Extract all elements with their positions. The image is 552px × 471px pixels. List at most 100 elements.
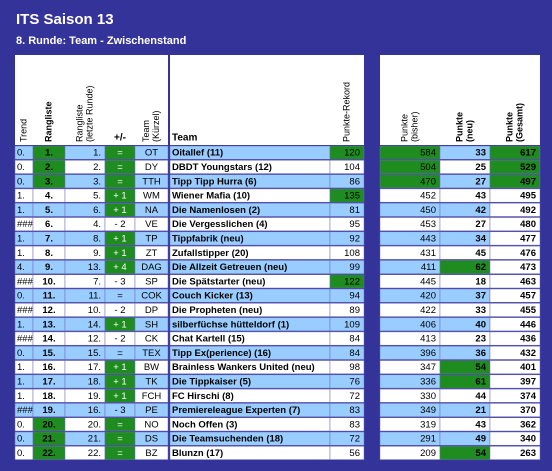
cell-text: 445 [420,276,436,287]
header-cell [330,55,364,145]
cell-text: 2. [93,162,101,173]
cell-text: Noch Offen (3) [172,419,237,430]
cell-text: - 2 [114,219,125,230]
header-cell [170,55,330,145]
cell-text: 84 [349,334,360,345]
cell-text: Die Propheten (neu) [172,305,262,316]
cell-text: 0. [17,419,25,430]
cell-text: 3. [45,176,53,187]
cell [134,303,169,317]
cell-text: 14. [88,319,101,330]
cell [329,331,365,346]
cell-text: = [117,176,123,187]
cell-text: Die Tippkaiser (5) [172,376,251,387]
cell-text: 86 [349,176,360,187]
cell-text: 396 [420,348,436,359]
cell [329,431,365,446]
cell-text: DBDT Youngstars (12) [172,162,272,173]
column-header: Team [141,120,151,142]
cell-text: 36 [475,348,486,359]
column-header: (neu) [464,120,474,142]
cell [134,274,169,289]
column-header: (letzte Runde) [84,85,94,142]
cell-text: 42 [475,205,486,216]
cell-text: = [117,291,123,302]
cell-text: ### [17,334,34,345]
cell-text: 0. [17,148,25,159]
cell [489,245,541,260]
cell-text: TEX [142,348,161,359]
cell-text: Tipp Tipp Hurra (6) [172,176,257,187]
header-cell [135,55,168,145]
cell-text: = [117,348,123,359]
cell-text: 45 [475,248,486,259]
cell-text: 476 [520,248,536,259]
cell-text: 25 [475,162,486,173]
cell-text: = [117,419,123,430]
cell-text: 33 [475,148,486,159]
column-header: Punkte [399,114,409,142]
cell-text: Brainless Wankers United (neu) [172,362,315,373]
cell-text: DY [145,162,159,173]
cell-text: 0. [17,348,25,359]
cell-text: 9. [45,262,53,273]
cell-text: 504 [420,162,436,173]
column-header: (Kürzel) [151,110,161,142]
cell-text: Oitallef (11) [172,148,223,159]
cell [134,231,169,246]
cell-text: 0. [17,448,25,459]
cell-text: Tipp Ex(perience) (16) [172,348,271,359]
cell-text: Premiereleague Experten (7) [172,405,300,416]
cell-text: 33 [475,305,486,316]
cell-text: 17. [42,376,55,387]
cell [329,245,365,260]
cell-text: COK [141,291,162,302]
cell-text: 370 [520,405,536,416]
cell [134,317,169,332]
cell-text: ### [17,276,34,287]
cell-text: 455 [520,305,537,316]
header-cell [380,55,440,145]
cell-text: 19. [42,405,55,416]
cell-text: 452 [420,191,436,202]
cell [329,374,365,389]
cell-text: 27 [475,219,486,230]
cell-text: Die Allzeit Getreuen (neu) [172,262,287,273]
cell-text: NO [144,419,158,430]
column-header: Trend [18,119,28,142]
cell [134,417,169,432]
header-cell [33,55,65,145]
cell-text: 4. [17,262,25,273]
cell-text: 20. [88,419,101,430]
cell [134,431,169,446]
cell-text: 8. [93,233,101,244]
header-cell [490,55,540,145]
cell-text: Chat Kartell (15) [172,334,245,345]
column-header: Punkte-Rekord [341,82,351,142]
cell-text: 84 [349,348,360,359]
cell-text: FC Hirschi (8) [172,391,234,402]
cell-text: 422 [420,305,436,316]
cell [134,374,169,389]
cell-text: 446 [520,319,536,330]
column-header: Rangliste [74,104,84,142]
cell-text: 18. [42,391,55,402]
column-header: Team [172,133,197,144]
cell-text: 43 [475,419,486,430]
cell [489,202,541,217]
cell-text: 21 [475,405,486,416]
cell-text: 109 [344,319,360,330]
cell-text: = [117,448,123,459]
cell [329,303,365,317]
cell-text: 1. [17,376,25,387]
cell-text: 492 [520,205,536,216]
cell-text: 0. [17,176,25,187]
cell-text: 362 [520,419,536,430]
cell-text: DAG [141,262,162,273]
cell-text: 20. [42,419,55,430]
cell-text: 94 [349,291,360,302]
column-header: Punkte [504,112,514,142]
cell-text: DS [145,434,158,445]
cell [329,174,365,189]
